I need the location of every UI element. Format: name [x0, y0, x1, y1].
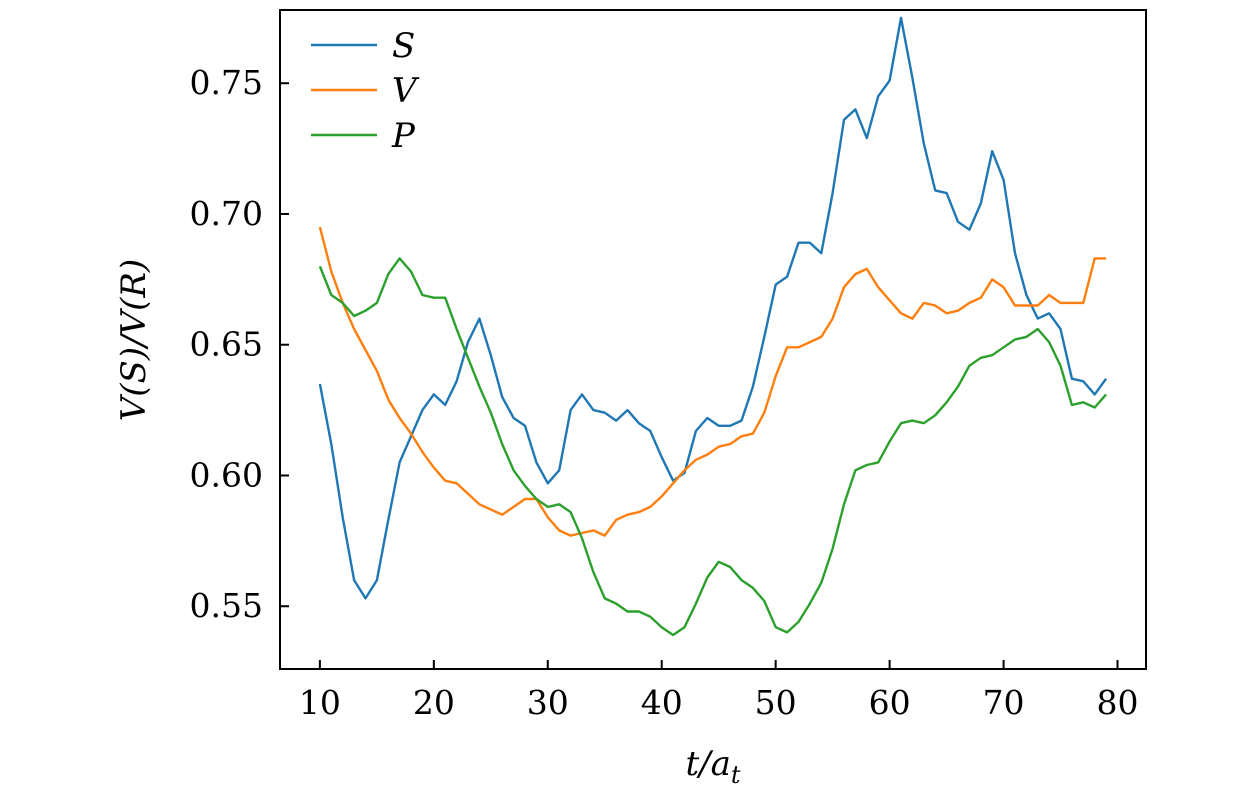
x-axis-label: t/at — [685, 744, 740, 789]
y-tick-label: 0.70 — [190, 194, 263, 233]
legend: SVP — [311, 26, 420, 156]
series-line-s — [318, 16, 1108, 600]
x-tick-label: 30 — [527, 683, 569, 722]
x-tick-label: 40 — [641, 683, 683, 722]
x-tick-label: 80 — [1097, 683, 1139, 722]
series-line-v — [318, 226, 1107, 537]
x-tick-label: 10 — [299, 683, 341, 722]
legend-label-p: P — [391, 116, 416, 156]
x-axis-label-subscript: t — [731, 761, 741, 789]
ticks-layer: 10 20 30 40 50 60 70 80 0.55 0.60 0.65 0.70 0.75 — [190, 63, 1139, 722]
x-axis-label-main: t/a — [685, 744, 730, 784]
legend-label-s: S — [392, 26, 415, 66]
series-line-p — [318, 257, 1108, 637]
y-tick-label: 0.65 — [190, 325, 263, 364]
series-layer — [318, 16, 1108, 637]
y-tick-label: 0.55 — [190, 586, 263, 625]
y-tick-label: 0.60 — [190, 455, 263, 494]
plot-frame — [279, 9, 1147, 670]
x-tick-label: 60 — [869, 683, 911, 722]
x-tick-label: 20 — [413, 683, 455, 722]
legend-label-v: V — [392, 71, 420, 111]
y-tick-label: 0.75 — [190, 63, 263, 102]
x-tick-label: 70 — [983, 683, 1025, 722]
y-axis-label: V(S)/V(R) — [114, 259, 154, 422]
x-tick-label: 50 — [755, 683, 797, 722]
